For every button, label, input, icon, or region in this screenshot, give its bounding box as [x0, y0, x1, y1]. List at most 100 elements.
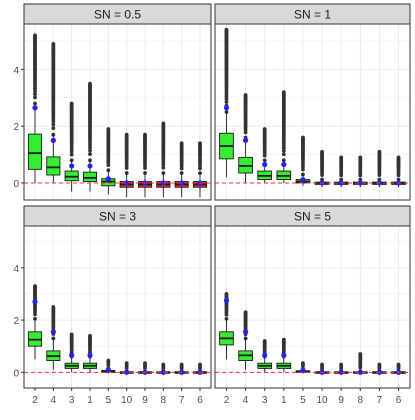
box-rect — [46, 156, 61, 176]
box-3 — [257, 339, 273, 373]
outlier-point — [88, 148, 92, 153]
outlier-point — [281, 152, 286, 157]
mean-marker — [300, 176, 306, 183]
x-tick-label: 1 — [87, 395, 93, 406]
x-tick-label: 3 — [69, 395, 75, 406]
outlier-point — [281, 148, 286, 153]
box-4 — [46, 41, 61, 183]
outlier-point — [143, 132, 147, 137]
outlier-point — [143, 361, 147, 366]
outlier-point — [320, 362, 324, 367]
x-tick-label: 6 — [197, 395, 203, 406]
outlier-point — [179, 141, 184, 146]
outlier-point — [106, 127, 111, 131]
outlier-point — [396, 362, 401, 367]
outlier-point — [88, 152, 92, 156]
box-rect — [82, 171, 98, 182]
facet-strip-label: SN = 0.5 — [94, 8, 141, 22]
outlier-point — [88, 145, 92, 150]
outlier-point — [106, 163, 111, 168]
box-2 — [27, 284, 43, 360]
box-4 — [238, 310, 253, 370]
facet-panel: SN = 3 0 2 4 2 4 3 1 5 10 9 8 7 6 — [13, 205, 212, 406]
outlier-point — [262, 153, 267, 158]
mean-marker — [262, 161, 268, 168]
mean-marker — [124, 369, 130, 375]
mean-marker — [281, 352, 287, 358]
box-1 — [276, 90, 292, 183]
x-tick-label: 7 — [179, 395, 185, 406]
outlier-point — [69, 101, 74, 106]
mean-marker — [69, 352, 75, 358]
x-tick-label: 6 — [396, 395, 402, 406]
x-tick-label: 5 — [300, 395, 306, 406]
x-tick-label: 7 — [377, 395, 383, 406]
outlier-point — [224, 100, 229, 104]
box-5 — [295, 135, 311, 186]
outlier-point — [224, 97, 229, 101]
panel-border — [23, 23, 212, 201]
outlier-point — [301, 361, 305, 366]
x-tick-label: 8 — [161, 395, 167, 406]
x-tick-label: 3 — [262, 395, 268, 406]
outlier-point — [281, 337, 286, 342]
outlier-point — [33, 95, 37, 100]
outlier-point — [243, 130, 248, 135]
x-tick-label: 4 — [243, 395, 249, 406]
outlier-point — [69, 149, 74, 154]
mean-marker — [300, 367, 306, 373]
box-8 — [156, 121, 171, 198]
outlier-point — [358, 155, 363, 160]
box-4 — [238, 93, 253, 183]
mean-marker — [69, 163, 75, 169]
box-1 — [82, 81, 98, 192]
box-6 — [192, 141, 208, 198]
box-10 — [119, 132, 134, 198]
outlier-point — [243, 93, 248, 97]
outlier-point — [320, 149, 324, 154]
outlier-point — [88, 333, 92, 338]
box-9 — [333, 155, 349, 188]
box-4 — [46, 305, 61, 370]
outlier-point — [33, 33, 37, 38]
y-tick-label: 2 — [13, 316, 19, 327]
outlier-point — [358, 352, 363, 356]
mean-marker — [357, 180, 363, 186]
outlier-point — [224, 292, 229, 296]
outlier-point — [33, 92, 37, 96]
mean-marker — [87, 163, 93, 169]
outlier-point — [339, 155, 344, 160]
box-7 — [174, 141, 189, 198]
outlier-point — [224, 27, 229, 32]
x-tick-label: 2 — [32, 395, 38, 406]
x-tick-label: 5 — [106, 395, 112, 406]
outlier-point — [396, 155, 401, 160]
y-tick-label: 4 — [13, 65, 19, 76]
outlier-point — [377, 362, 382, 367]
mean-marker — [105, 176, 111, 182]
facet-strip-label: SN = 1 — [294, 8, 331, 22]
outlier-point — [51, 41, 56, 46]
mean-marker — [124, 180, 130, 186]
box-rect — [27, 133, 43, 170]
x-tick-label: 4 — [51, 395, 57, 406]
outlier-point — [161, 165, 166, 170]
box-1 — [276, 337, 292, 373]
outlier-point — [124, 132, 129, 137]
mean-marker — [50, 329, 56, 335]
outlier-point — [143, 166, 147, 170]
outlier-point — [339, 362, 344, 367]
outlier-point — [33, 284, 37, 288]
mean-marker — [223, 105, 230, 111]
box-9 — [137, 132, 153, 198]
outlier-point — [262, 339, 267, 343]
mean-marker — [357, 369, 363, 375]
panel-border — [23, 225, 212, 389]
outlier-point — [124, 166, 129, 170]
box-2 — [27, 33, 43, 183]
outlier-point — [51, 122, 56, 127]
box-3 — [257, 127, 273, 183]
panel-border — [214, 225, 411, 389]
mean-marker — [105, 367, 111, 373]
